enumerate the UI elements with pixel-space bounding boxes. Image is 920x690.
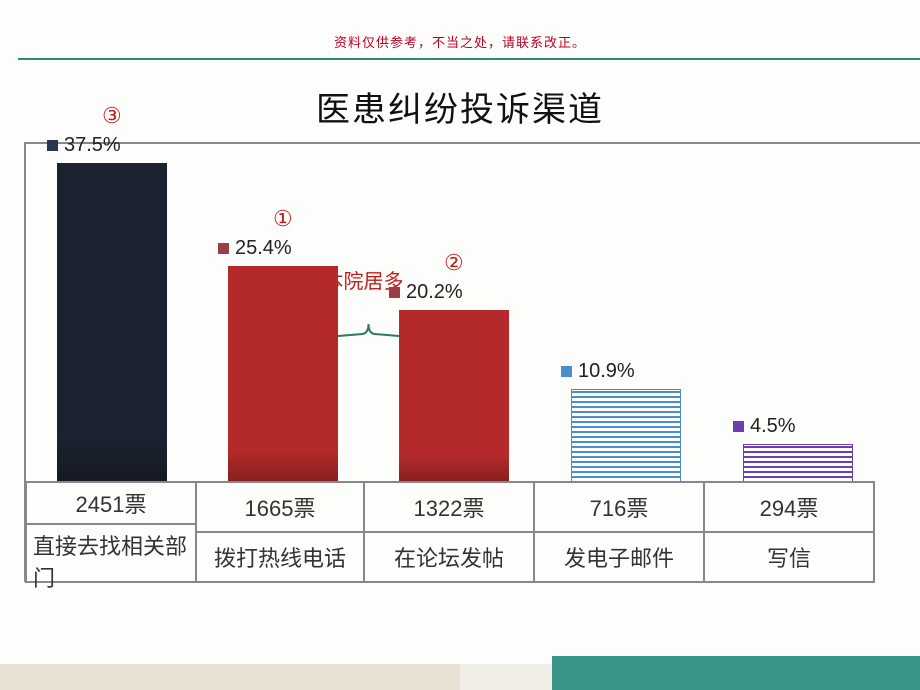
bar-pct-text: 4.5%	[750, 415, 796, 438]
x-axis-cell: 294票写信	[703, 481, 875, 583]
legend-marker-icon	[218, 243, 229, 254]
bar-value-label: 25.4%	[218, 237, 292, 260]
footer-strip-tan	[0, 664, 460, 690]
circled-3: ③	[102, 103, 122, 129]
chart-area: ③ ① ② 本院居多 37.5%25.4%20.2%10.9%4.5% 2451…	[24, 142, 920, 582]
bar	[743, 444, 853, 482]
x-axis-cell: 1322票在论坛发帖	[363, 481, 535, 583]
bar-value-label: 37.5%	[47, 134, 121, 157]
bar	[57, 163, 167, 482]
bar-value-label: 20.2%	[389, 281, 463, 304]
bar-pct-text: 10.9%	[578, 360, 635, 383]
category-label: 发电子邮件	[535, 533, 703, 581]
x-axis-cell: 1665票拨打热线电话	[195, 481, 365, 583]
legend-marker-icon	[561, 366, 572, 377]
category-label: 拨打热线电话	[197, 533, 363, 581]
plot-area: ③ ① ② 本院居多 37.5%25.4%20.2%10.9%4.5%	[26, 144, 920, 482]
circled-2: ②	[444, 250, 464, 276]
top-rule	[18, 58, 920, 60]
chart-title: 医患纠纷投诉渠道	[0, 82, 920, 131]
bar-value-label: 4.5%	[733, 415, 796, 438]
x-axis-cell: 2451票直接去找相关部门	[25, 481, 197, 583]
x-axis-cell: 716票发电子邮件	[533, 481, 705, 583]
bar-value-label: 10.9%	[561, 360, 635, 383]
votes-text: 2451票	[27, 483, 195, 525]
legend-marker-icon	[389, 287, 400, 298]
votes-text: 1665票	[197, 483, 363, 533]
bar-pct-text: 25.4%	[235, 237, 292, 260]
category-label: 写信	[705, 533, 873, 581]
x-axis: 2451票直接去找相关部门1665票拨打热线电话1322票在论坛发帖716票发电…	[26, 482, 920, 582]
category-label: 在论坛发帖	[365, 533, 533, 581]
bar-pct-text: 20.2%	[406, 281, 463, 304]
votes-text: 716票	[535, 483, 703, 533]
votes-text: 1322票	[365, 483, 533, 533]
bar	[399, 310, 509, 482]
footer-band	[0, 650, 920, 690]
legend-marker-icon	[47, 140, 58, 151]
bar	[571, 389, 681, 482]
circled-1: ①	[273, 206, 293, 232]
votes-text: 294票	[705, 483, 873, 533]
legend-marker-icon	[733, 421, 744, 432]
bar	[228, 266, 338, 482]
bar-pct-text: 37.5%	[64, 134, 121, 157]
footer-strip-teal	[552, 656, 920, 690]
disclaimer-text: 资料仅供参考，不当之处，请联系改正。	[0, 32, 920, 51]
category-label: 直接去找相关部门	[27, 525, 195, 597]
